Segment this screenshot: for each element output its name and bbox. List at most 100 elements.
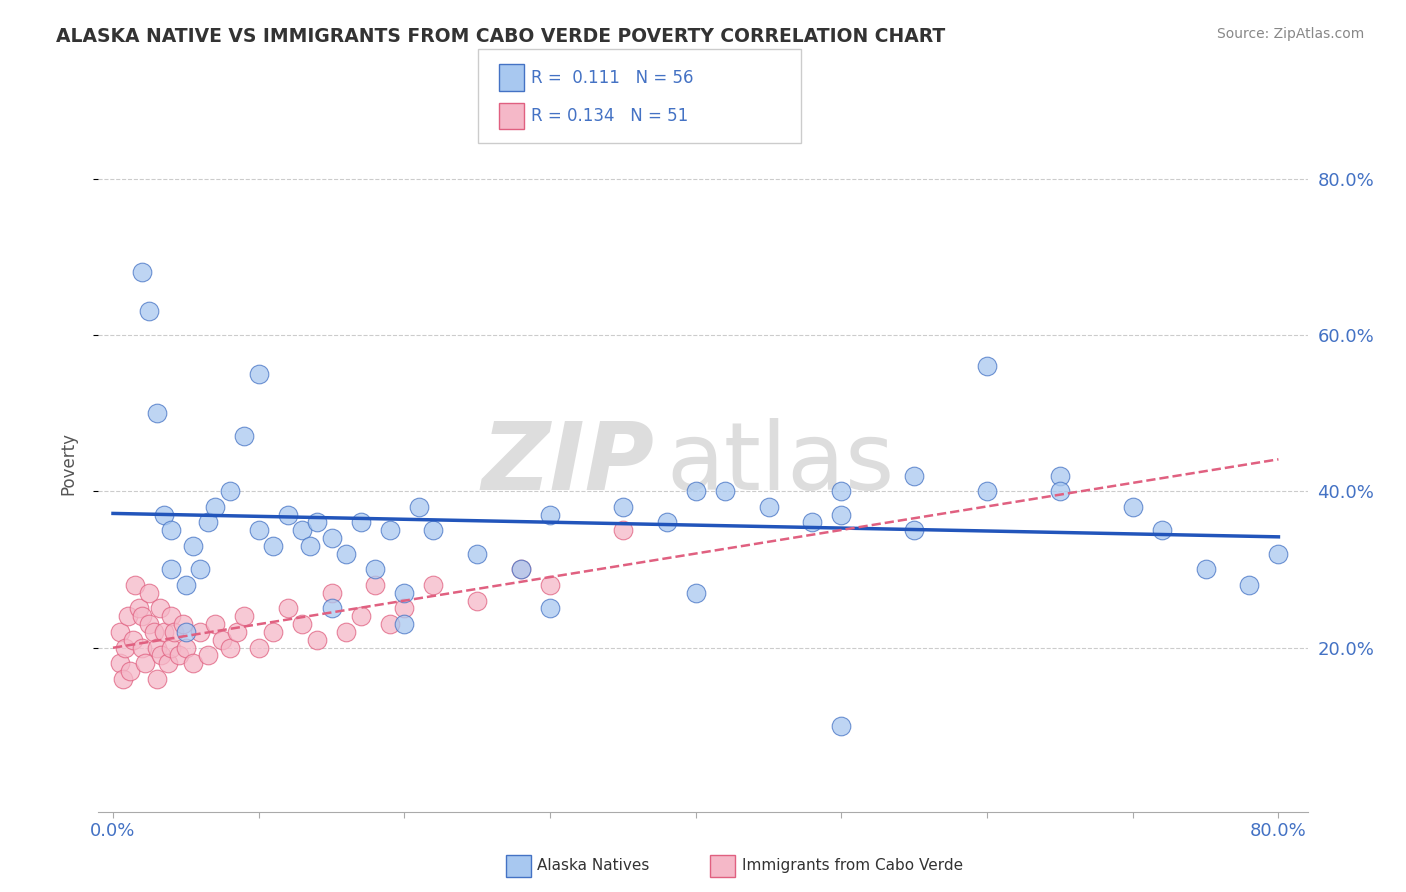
Point — [408, 500, 430, 514]
Point — [612, 523, 634, 537]
Point — [350, 516, 373, 530]
Point — [117, 609, 139, 624]
Point — [197, 516, 219, 530]
Point — [509, 562, 531, 576]
Point — [321, 601, 343, 615]
Point — [247, 523, 270, 537]
Point — [422, 523, 444, 537]
Point — [1122, 500, 1144, 514]
Point — [160, 609, 183, 624]
Point — [612, 500, 634, 514]
Point — [142, 624, 165, 639]
Point — [655, 516, 678, 530]
Point — [1267, 547, 1289, 561]
Point — [364, 578, 387, 592]
Point — [150, 648, 173, 663]
Point — [758, 500, 780, 514]
Point — [131, 609, 153, 624]
Point — [149, 601, 172, 615]
Point — [128, 601, 150, 615]
Point — [124, 578, 146, 592]
Point — [138, 586, 160, 600]
Point — [160, 640, 183, 655]
Point — [422, 578, 444, 592]
Point — [1049, 468, 1071, 483]
Point — [305, 632, 328, 647]
Point — [378, 523, 401, 537]
Point — [277, 508, 299, 522]
Point — [538, 508, 561, 522]
Point — [190, 562, 212, 576]
Point — [394, 586, 416, 600]
Point — [197, 648, 219, 663]
Point — [801, 516, 824, 530]
Point — [110, 656, 132, 670]
Point — [1150, 523, 1173, 537]
Point — [465, 547, 488, 561]
Point — [394, 617, 416, 632]
Point — [112, 672, 135, 686]
Point — [174, 578, 197, 592]
Point — [167, 648, 190, 663]
Point — [160, 562, 183, 576]
Point — [538, 601, 561, 615]
Point — [153, 624, 176, 639]
Point — [378, 617, 401, 632]
Point — [298, 539, 321, 553]
Text: Alaska Natives: Alaska Natives — [537, 858, 650, 872]
Point — [157, 656, 180, 670]
Point — [114, 640, 136, 655]
Point — [110, 624, 132, 639]
Point — [335, 624, 357, 639]
Point — [305, 516, 328, 530]
Point — [163, 624, 186, 639]
Point — [830, 719, 852, 733]
Point — [145, 406, 167, 420]
Point — [509, 562, 531, 576]
Point — [335, 547, 357, 561]
Point — [903, 468, 925, 483]
Point — [145, 640, 167, 655]
Point — [181, 539, 204, 553]
Point — [976, 484, 998, 499]
Point — [830, 484, 852, 499]
Point — [976, 359, 998, 373]
Text: ALASKA NATIVE VS IMMIGRANTS FROM CABO VERDE POVERTY CORRELATION CHART: ALASKA NATIVE VS IMMIGRANTS FROM CABO VE… — [56, 27, 945, 45]
Text: ZIP: ZIP — [482, 417, 655, 510]
Point — [364, 562, 387, 576]
Point — [321, 586, 343, 600]
Point — [714, 484, 737, 499]
Point — [262, 539, 284, 553]
Point — [134, 656, 156, 670]
Point — [211, 632, 233, 647]
Text: R =  0.111   N = 56: R = 0.111 N = 56 — [531, 69, 695, 87]
Point — [465, 593, 488, 607]
Point — [145, 672, 167, 686]
Point — [174, 624, 197, 639]
Point — [291, 617, 314, 632]
Point — [204, 500, 226, 514]
Point — [131, 640, 153, 655]
Point — [218, 484, 240, 499]
Point — [685, 586, 707, 600]
Point — [247, 640, 270, 655]
Point — [138, 304, 160, 318]
Point — [291, 523, 314, 537]
Point — [120, 664, 142, 678]
Point — [262, 624, 284, 639]
Point — [538, 578, 561, 592]
Point — [1049, 484, 1071, 499]
Point — [830, 508, 852, 522]
Point — [685, 484, 707, 499]
Text: Source: ZipAtlas.com: Source: ZipAtlas.com — [1216, 27, 1364, 41]
Point — [138, 617, 160, 632]
Point — [903, 523, 925, 537]
Point — [131, 265, 153, 279]
Point — [122, 632, 145, 647]
Point — [190, 624, 212, 639]
Point — [218, 640, 240, 655]
Point — [172, 617, 194, 632]
Point — [247, 367, 270, 381]
Point — [174, 640, 197, 655]
Point — [277, 601, 299, 615]
